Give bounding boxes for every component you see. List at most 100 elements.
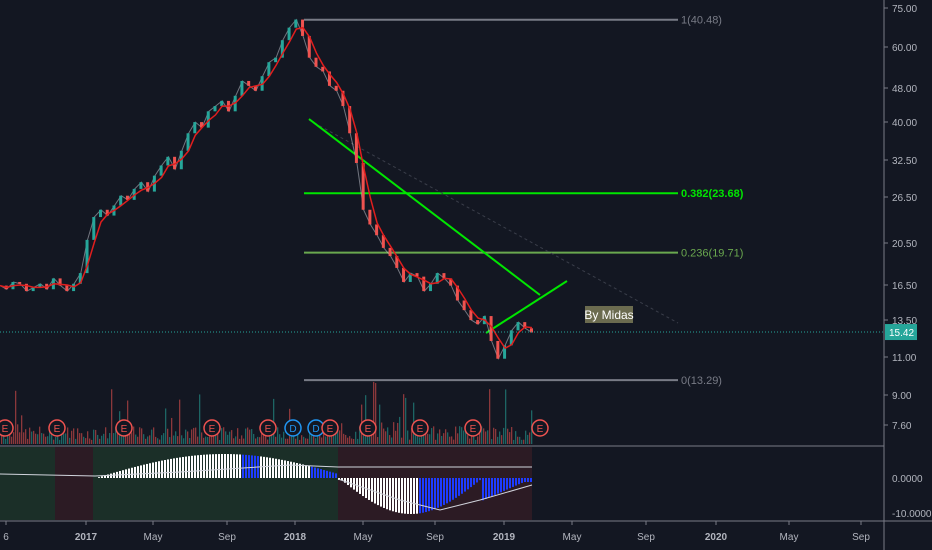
price-candle — [314, 57, 318, 67]
volume-bar — [197, 436, 199, 444]
osc-bar-negative — [485, 478, 487, 499]
volume-bar — [455, 426, 457, 444]
volume-bar — [35, 433, 37, 444]
event-marker — [0, 419, 14, 437]
volume-bar — [61, 433, 63, 444]
volume-bar — [29, 427, 31, 444]
volume-bar — [437, 433, 439, 444]
osc-bar-positive — [275, 458, 277, 478]
volume-bar — [189, 438, 191, 444]
volume-bar — [99, 438, 101, 444]
time-tick-label: May — [144, 532, 163, 543]
volume-bar — [339, 430, 341, 444]
volume-bar — [313, 430, 315, 444]
volume-bar — [225, 431, 227, 444]
volume-bar — [95, 429, 97, 444]
price-candle — [247, 80, 251, 86]
volume-bar — [519, 436, 521, 444]
volume-bar — [193, 427, 195, 444]
event-marker-label: D — [312, 424, 319, 435]
price-tick-label: 16.50 — [892, 281, 917, 292]
volume-bar — [133, 426, 135, 444]
osc-bar-negative — [440, 478, 442, 507]
osc-bar-positive — [125, 469, 127, 478]
osc-bar-negative — [470, 478, 472, 488]
volume-bar — [181, 435, 183, 444]
volume-bar — [83, 436, 85, 444]
osc-bar-negative — [410, 478, 412, 514]
annotation-label: By Midas — [584, 308, 633, 322]
osc-bar-positive — [266, 457, 268, 478]
price-tick-label: 32.50 — [892, 156, 917, 167]
volume-bar — [341, 423, 343, 444]
volume-bar — [439, 429, 441, 444]
last-price-label: 15.42 — [889, 328, 914, 339]
volume-bar — [477, 436, 479, 444]
osc-bar-positive — [230, 454, 232, 478]
volume-bar — [205, 436, 207, 444]
volume-bar — [333, 430, 335, 444]
price-candle — [442, 273, 446, 279]
volume-bar — [73, 428, 75, 444]
volume-bar — [405, 397, 407, 444]
event-marker — [359, 419, 377, 437]
osc-bar-positive — [317, 468, 319, 478]
volume-bar — [315, 438, 317, 444]
volume-bar — [261, 433, 263, 444]
price-candle — [455, 285, 459, 301]
volume-bar — [233, 438, 235, 444]
price-candle — [58, 278, 62, 286]
volume-bar — [141, 428, 143, 444]
osc-signal-line-2 — [337, 478, 533, 511]
volume-bar — [409, 439, 411, 444]
osc-bar-positive — [185, 456, 187, 478]
volume-bar — [45, 436, 47, 444]
volume-bar — [463, 430, 465, 444]
volume-bar — [113, 433, 115, 444]
price-candle — [402, 267, 406, 282]
price-candle — [462, 300, 466, 311]
price-candle — [78, 273, 82, 284]
osc-bar-negative — [524, 478, 526, 482]
volume-bar — [295, 438, 297, 444]
volume-bar — [297, 429, 299, 444]
volume-bar — [187, 431, 189, 444]
osc-bar-negative — [419, 478, 421, 514]
osc-bar-negative — [383, 478, 385, 508]
price-candle — [206, 111, 210, 128]
event-marker-label: D — [289, 424, 296, 435]
osc-bar-positive — [212, 454, 214, 478]
price-candle — [18, 281, 22, 284]
volume-bar — [483, 428, 485, 444]
osc-bar-negative — [446, 478, 448, 504]
volume-bar — [509, 432, 511, 444]
osc-bar-positive — [284, 460, 286, 478]
annotation-box — [585, 306, 633, 323]
volume-bar — [331, 429, 333, 444]
annotation-group: By Midas — [584, 306, 634, 323]
volume-bar — [307, 438, 309, 444]
volume-bar — [469, 438, 471, 444]
osc-bar-negative — [473, 478, 475, 485]
volume-bar — [357, 438, 359, 444]
price-candle — [200, 122, 204, 128]
osc-bar-positive — [329, 471, 331, 478]
volume-bar — [169, 437, 171, 444]
volume-bar — [117, 431, 119, 444]
osc-signal-line — [0, 464, 532, 477]
osc-bar-negative — [494, 478, 496, 495]
volume-bar — [165, 408, 167, 444]
volume-bar — [11, 436, 13, 444]
volume-bar — [473, 432, 475, 444]
price-candle — [348, 106, 352, 134]
volume-bar — [107, 438, 109, 444]
osc-bar-positive — [290, 461, 292, 478]
event-marker — [321, 419, 339, 437]
price-candle — [503, 345, 507, 359]
volume-bar — [329, 435, 331, 444]
volume-bar — [9, 430, 11, 444]
osc-bar-positive — [149, 463, 151, 478]
price-candle — [159, 165, 163, 176]
